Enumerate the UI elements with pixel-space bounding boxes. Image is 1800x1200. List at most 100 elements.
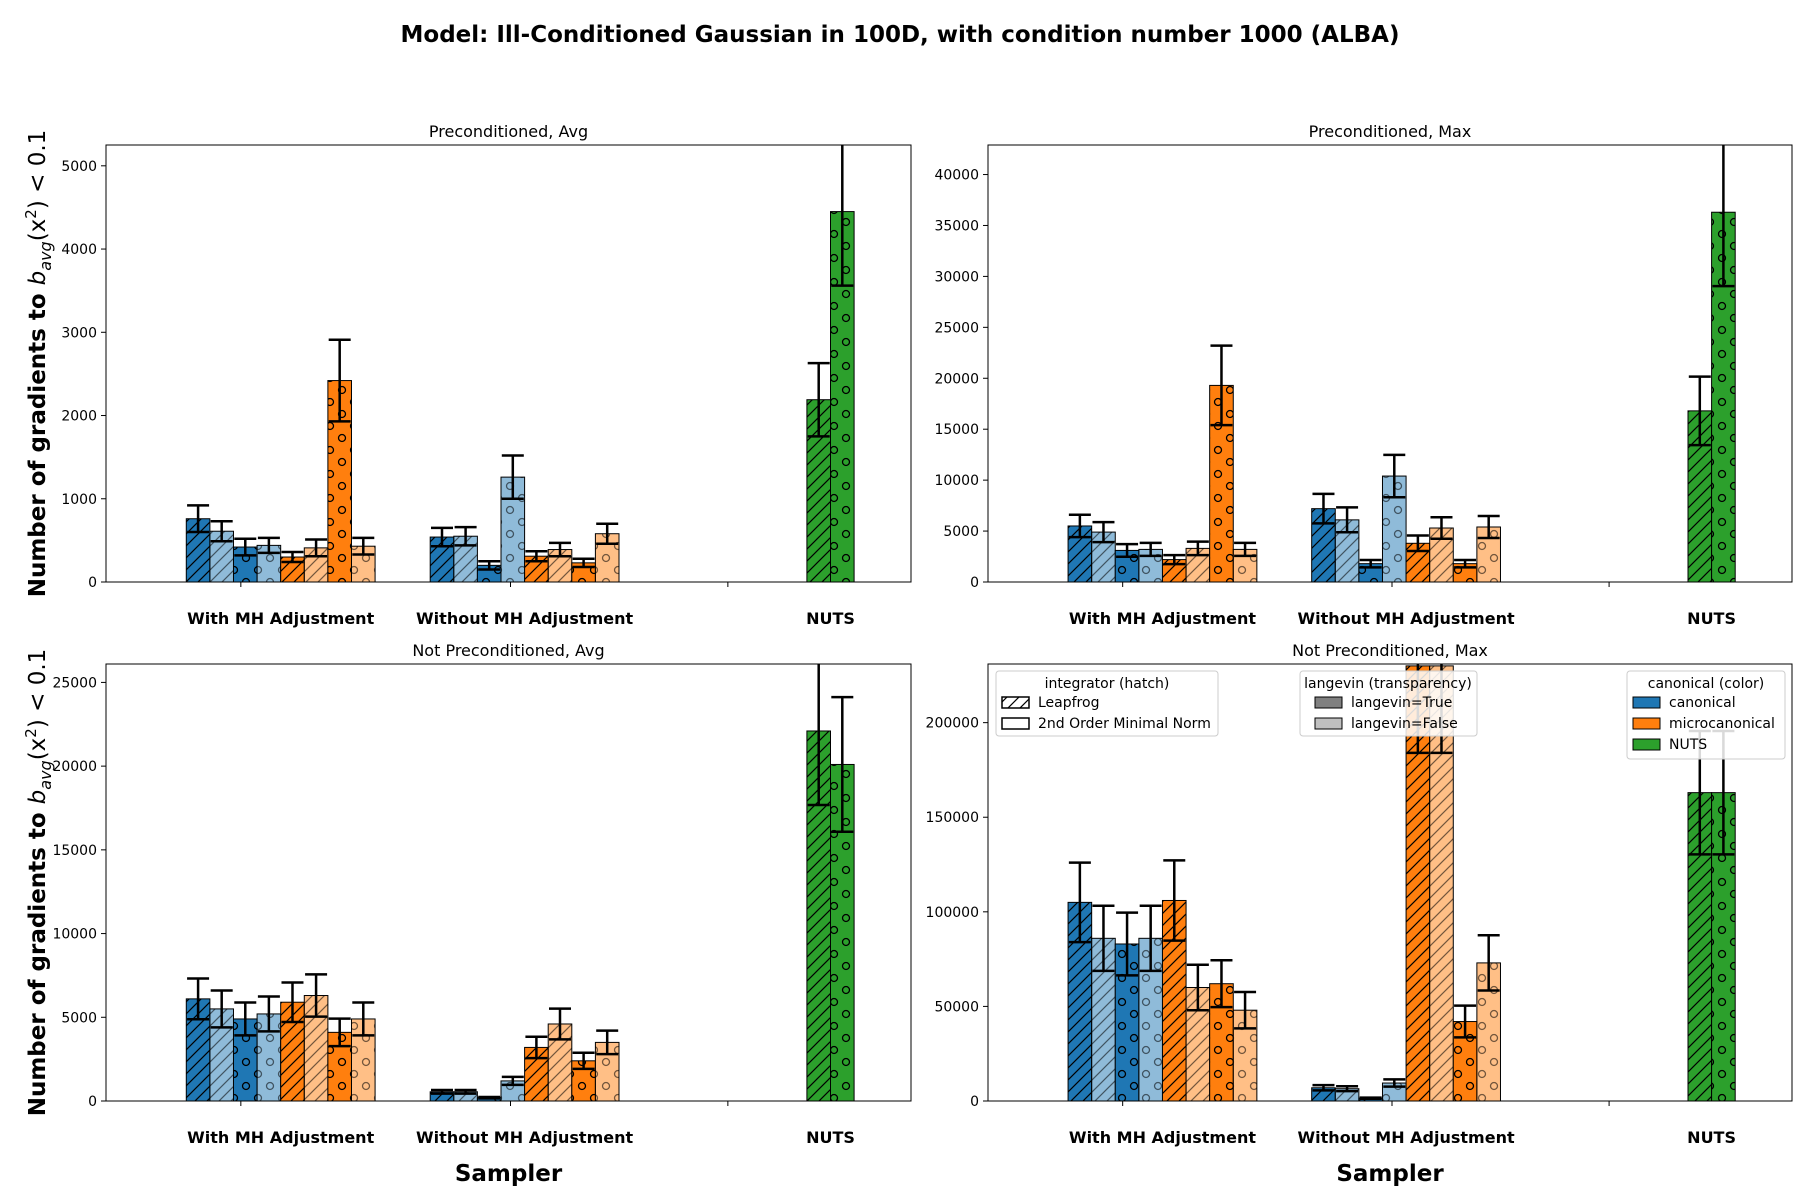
bars [185, 664, 855, 1101]
figure-title: Model: Ill-Conditioned Gaussian in 100D,… [401, 22, 1400, 48]
y-axis-label: Number of gradients to bavg(x2) < 0.1 [22, 130, 55, 598]
y-tick-label: 1000 [61, 492, 97, 508]
error-bar [1336, 506, 1359, 534]
bar-1-6 [1185, 963, 1211, 1101]
y-tick-label: 15000 [52, 843, 97, 859]
panel-title: Preconditioned, Avg [429, 122, 588, 141]
legend-item: langevin=False [1351, 716, 1458, 732]
y-tick-label: 0 [970, 575, 979, 591]
y-tick-label: 15000 [934, 422, 979, 438]
bars [1067, 664, 1736, 1101]
error-bar [187, 977, 210, 1021]
bar-1-5 [280, 550, 305, 582]
error-bar [525, 549, 548, 563]
category-label: With MH Adjustment [187, 609, 374, 628]
bar-2-5 [1405, 664, 1431, 1101]
y-tick-label: 0 [88, 575, 97, 591]
error-bar [1163, 553, 1186, 566]
bar-2-5 [1405, 534, 1431, 582]
bar-3-2 [1711, 145, 1736, 582]
y-tick-label: 2000 [61, 409, 97, 425]
error-bar [1712, 145, 1735, 288]
error-bar [187, 504, 210, 534]
bar-2-1 [429, 526, 455, 582]
error-bar [210, 989, 233, 1029]
bar-1-6 [303, 973, 329, 1101]
y-axis-label: Number of gradients to bavg(x2) < 0.1 [22, 649, 55, 1117]
error-bar [1312, 492, 1335, 525]
category-label: NUTS [1687, 1128, 1736, 1147]
bar-3-2 [830, 695, 855, 1101]
bar-1-1 [1067, 513, 1093, 582]
legend-item: langevin=True [1351, 695, 1452, 711]
bar-3-1 [806, 361, 832, 582]
bars [185, 145, 855, 582]
category-label: Without MH Adjustment [1298, 609, 1515, 628]
error-bar [1092, 904, 1115, 973]
bar-3-1 [1687, 729, 1713, 1101]
bar-2-3 [1358, 1096, 1383, 1101]
bar-1-3 [232, 1001, 258, 1101]
bar-2-2 [1334, 506, 1360, 582]
x-axis-label: Sampler [1336, 1161, 1444, 1187]
panel-title: Not Preconditioned, Max [1292, 641, 1488, 660]
y-tick-label: 20000 [52, 759, 97, 775]
legend-item: Leapfrog [1038, 695, 1099, 711]
bar-2-3 [476, 559, 502, 582]
y-tick-label: 0 [970, 1094, 979, 1110]
error-bar [305, 538, 328, 558]
panel-title: Preconditioned, Max [1309, 122, 1472, 141]
error-bar [1210, 344, 1233, 427]
category-label: With MH Adjustment [187, 1128, 374, 1147]
y-tick-label: 25000 [52, 675, 97, 691]
bar-1-2 [209, 519, 234, 582]
error-bar [501, 1075, 524, 1087]
y-tick-label: 100000 [926, 905, 979, 921]
error-bar [431, 526, 453, 548]
error-bar [1359, 558, 1382, 569]
legend-title: integrator (hatch) [1045, 676, 1170, 692]
error-bar [549, 541, 571, 558]
error-bar [1383, 1078, 1406, 1088]
panel-title: Not Preconditioned, Avg [412, 641, 604, 660]
bar-2-4 [500, 454, 526, 582]
y-tick-label: 3000 [61, 325, 97, 341]
y-tick-label: 150000 [926, 810, 979, 826]
legend-item: microcanonical [1669, 716, 1775, 732]
bar-1-3 [232, 537, 258, 582]
error-bar [1092, 520, 1115, 544]
bar-3-1 [1687, 375, 1713, 582]
y-tick-label: 10000 [934, 473, 979, 489]
bar-2-5 [524, 549, 549, 582]
error-bar [328, 1017, 351, 1048]
bar-1-8 [350, 1001, 376, 1101]
error-bar [1186, 963, 1209, 1012]
error-bar [1430, 515, 1453, 541]
axes-frame [105, 663, 912, 1102]
error-bar [352, 1001, 375, 1037]
error-bar [1068, 513, 1091, 539]
error-bar [831, 145, 854, 287]
category-label: Without MH Adjustment [416, 1128, 633, 1147]
bar-2-8 [594, 522, 620, 582]
error-bar [454, 525, 477, 547]
bar-1-2 [209, 989, 234, 1101]
bar-1-5 [1161, 553, 1187, 582]
error-bar [525, 1035, 548, 1060]
panel-1: 0 1000 2000 3000 4000 5000 With MH Adjustment W… [22, 122, 912, 628]
bar-1-4 [1138, 904, 1163, 1101]
error-bar [1116, 911, 1139, 977]
bar-2-1 [1311, 1083, 1336, 1101]
error-bar [305, 973, 328, 1018]
bar-1-7 [1209, 959, 1234, 1101]
bar-2-7 [571, 557, 596, 582]
y-tick-label: 0 [88, 1094, 97, 1110]
bar-2-7 [1452, 558, 1478, 582]
bar-1-1 [185, 504, 211, 582]
error-bar [478, 559, 501, 571]
y-tick-label: 30000 [934, 269, 979, 285]
x-axis-label: Sampler [455, 1161, 563, 1187]
y-tick-label: 40000 [934, 168, 979, 184]
error-bar [210, 519, 233, 543]
legend-title: langevin (transparency) [1304, 676, 1472, 692]
